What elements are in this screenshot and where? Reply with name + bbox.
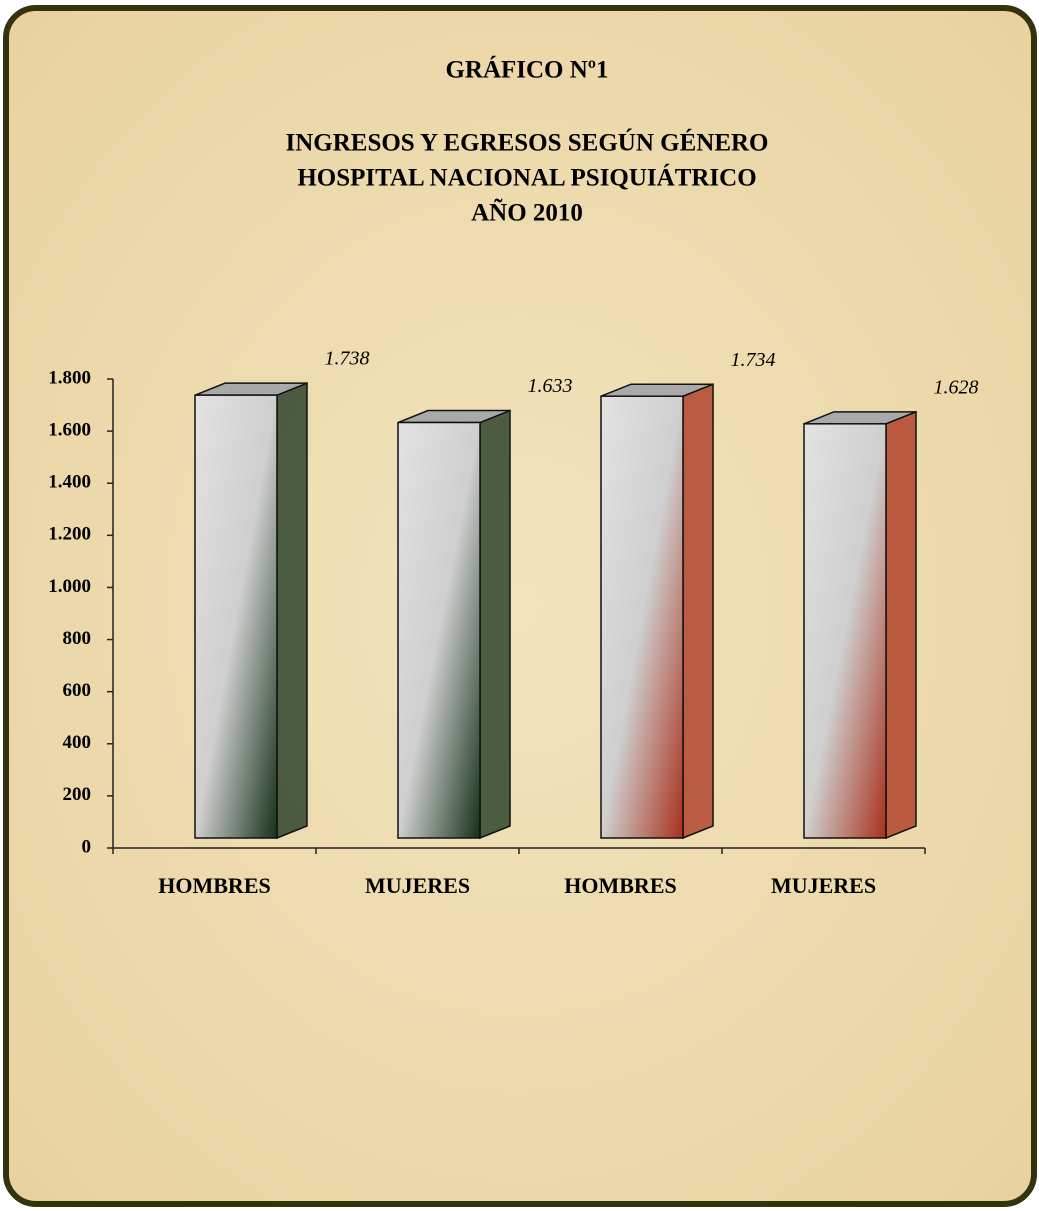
x-tick-label: HOMBRES: [564, 873, 676, 898]
chart-subtitle: INGRESOS Y EGRESOS SEGÚN GÉNERO: [286, 129, 769, 157]
y-tick-label: 400: [63, 732, 92, 753]
x-tick-label: MUJERES: [771, 873, 876, 898]
bar-side: [885, 410, 917, 840]
y-tick-label: 1.600: [48, 419, 91, 440]
bar-front: [803, 423, 887, 839]
y-tick-label: 1.400: [48, 472, 91, 493]
y-tick-label: 1.800: [48, 367, 91, 388]
bar: [803, 410, 917, 840]
y-tick-label: 200: [63, 784, 92, 805]
bar-side: [682, 383, 714, 840]
bar-front: [194, 394, 278, 839]
x-tick-label: MUJERES: [365, 873, 470, 898]
bar: [397, 409, 511, 840]
chart-subtitle: AÑO 2010: [471, 199, 583, 227]
value-label: 1.738: [325, 348, 370, 370]
y-tick-label: 800: [63, 628, 92, 649]
value-label: 1.734: [731, 349, 776, 371]
y-tick-label: 0: [82, 836, 92, 857]
value-label: 1.628: [934, 376, 979, 398]
value-label: 1.633: [528, 375, 573, 397]
bar: [600, 383, 714, 840]
chart-title: GRÁFICO Nº1: [445, 56, 608, 84]
x-tick-label: HOMBRES: [158, 873, 270, 898]
bar-side: [276, 382, 308, 840]
y-tick-label: 600: [63, 680, 92, 701]
y-tick-label: 1.000: [48, 576, 91, 597]
bar-front: [397, 421, 481, 839]
y-tick-label: 1.200: [48, 524, 91, 545]
bar: [194, 382, 308, 840]
bar-side: [479, 409, 511, 840]
bar-front: [600, 395, 684, 839]
chart-subtitle: HOSPITAL NACIONAL PSIQUIÁTRICO: [297, 164, 756, 192]
frame: [3, 5, 1037, 1207]
